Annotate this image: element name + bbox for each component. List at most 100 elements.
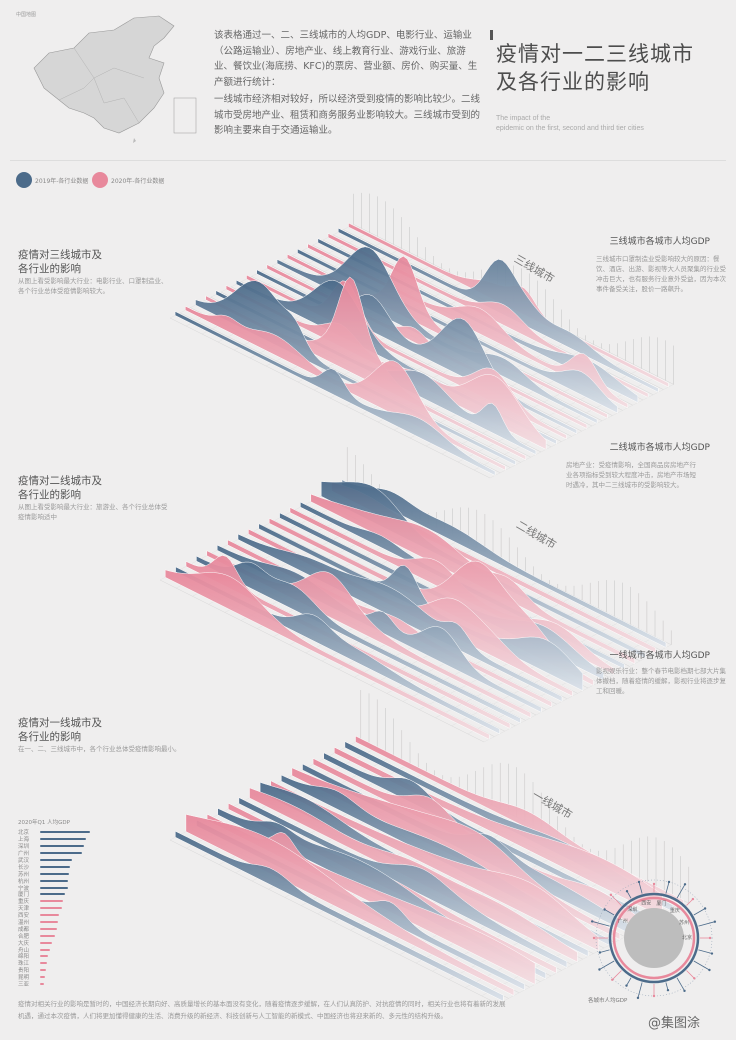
radial-city-label: 北京 <box>682 934 692 941</box>
radial-spike-dot <box>667 880 671 884</box>
radial-spike-dot <box>708 968 711 972</box>
ridge-2019 <box>238 797 568 969</box>
gdp-ranking-city: 宁波 <box>18 885 30 892</box>
legend-label-2020: 2020年-各行业数据 <box>111 177 165 185</box>
first-tier-body: 在一、二、三线城市中，各个行业总体受疫情影响最小。 <box>18 745 181 753</box>
gdp-ranking-city: 三亚 <box>18 982 30 989</box>
third-tier-title: 疫情对三线城市及 各行业的影响 <box>18 248 168 276</box>
gdp-ranking-city: 合肥 <box>18 933 30 940</box>
gdp-ranking-title: 2020年Q1 人均GDP <box>18 820 70 826</box>
gdp-ranking-bar <box>40 941 52 944</box>
radial-spike <box>693 908 706 916</box>
third-tier-gdp-title: 三线城市各城市人均GDP <box>609 237 710 247</box>
radial-pink-ring <box>612 896 696 980</box>
third-tier-gdp-body: 三线城市口罩制造业受影响较大的原因：餐饮、酒店、出游、影视等大人员聚集的行业受冲… <box>596 255 726 293</box>
legend-swatch-blue <box>16 172 32 188</box>
gdp-ranking-row: 西安 <box>18 912 118 919</box>
gdp-ranking-bar <box>40 969 46 972</box>
radial-spike-dot <box>611 978 614 981</box>
gdp-ranking-city: 深圳 <box>18 844 30 851</box>
ridge-2019 <box>196 555 521 724</box>
gdp-ranking-bar <box>40 914 59 917</box>
radial-spike <box>665 982 669 991</box>
radial-spike-dot <box>598 951 602 954</box>
radial-city-label: 重庆 <box>670 907 680 914</box>
gdp-ranking-row: 三亚 <box>18 981 118 988</box>
radial-spike <box>638 881 643 894</box>
china-shape <box>33 15 175 134</box>
gdp-ranking-bar <box>40 976 45 979</box>
ridge-2020 <box>185 813 515 997</box>
grid-line <box>489 384 674 479</box>
radial-city-label: 西安 <box>641 900 651 907</box>
gdp-ranking-city: 杭州 <box>18 878 30 885</box>
gdp-ranking-city: 成都 <box>18 926 30 933</box>
gdp-ranking-city: 厦门 <box>18 892 30 899</box>
page-title: 疫情对一二三线城市 及各行业的影响 <box>496 40 726 96</box>
radial-spike-dot <box>598 968 601 971</box>
page-title-line-1: 疫情对一二三线城市 <box>496 42 694 66</box>
first-tier-title-line-1: 疫情对一线城市及 <box>18 717 102 729</box>
gdp-ranking-row: 昆明 <box>18 974 118 981</box>
gdp-ranking-row: 苏州 <box>18 870 118 878</box>
south-sea-inset <box>173 97 197 134</box>
legend-item-2020: 2020年-各行业数据 <box>92 172 164 188</box>
gdp-ranking-bar <box>40 893 65 896</box>
gdp-ranking-row: 长沙 <box>18 863 118 871</box>
gdp-ranking-row: 天津 <box>18 905 118 912</box>
gdp-ranking-bar <box>40 934 55 937</box>
gdp-ranking-bar <box>40 900 63 903</box>
legend-swatch-pink <box>92 172 108 188</box>
gdp-ranking-city: 西安 <box>18 913 30 920</box>
second-tier-gdp-title: 二线城市各城市人均GDP <box>609 443 710 453</box>
province-lines <box>58 47 145 124</box>
ridge-2019 <box>175 830 504 1002</box>
gdp-ranking-city: 昆明 <box>18 975 30 982</box>
page-subtitle: The impact of the epidemic on the first,… <box>496 114 726 134</box>
radial-spike <box>686 898 694 906</box>
radial-spike <box>611 970 622 981</box>
gdp-ranking-city: 重庆 <box>18 899 30 906</box>
gdp-ranking-bar <box>40 927 57 930</box>
radial-spike-dot <box>652 882 656 886</box>
gdp-ranking-bar <box>40 831 90 834</box>
gdp-ranking: 2020年Q1 人均GDP 北京 上海 深圳 广州 武汉 长沙 苏州 杭州 宁波 厦门 重庆 天津 西安… <box>18 818 118 988</box>
radial-spike-dot <box>637 880 641 884</box>
first-tier-gdp-body: 影视娱乐行业：整个春节电影档期七部大片集体撤档，随着疫情的缓解，影视行业将逐步复… <box>596 667 726 695</box>
gdp-ranking-row: 合肥 <box>18 932 118 940</box>
gdp-ranking-row: 杭州 <box>18 877 118 885</box>
gdp-ranking-city: 珠江 <box>18 961 30 968</box>
gdp-ranking-city: 北京 <box>18 830 30 837</box>
ridge-2019 <box>195 280 516 466</box>
radial-spike <box>626 891 632 899</box>
ridge-2020 <box>164 569 490 740</box>
gdp-ranking-bar <box>40 852 82 855</box>
radial-spike <box>665 881 670 894</box>
second-tier-title-line-1: 疫情对二线城市及 <box>18 475 102 487</box>
gdp-ranking-row: 大庆 <box>18 939 118 947</box>
gdp-ranking-city: 贵阳 <box>18 968 30 975</box>
gdp-ranking-row: 成都 <box>18 925 118 933</box>
gdp-ranking-bar <box>40 859 72 861</box>
second-tier-body: 从图上看受影响最大行业：旅游业、各个行业总体受疫情影响适中 <box>18 503 168 521</box>
second-tier-title: 疫情对二线城市及 各行业的影响 <box>18 474 168 502</box>
page-title-line-2: 及各行业的影响 <box>496 70 650 94</box>
gdp-ranking-bar <box>40 865 70 868</box>
radial-city-label: 苏州 <box>679 919 689 926</box>
radial-spike <box>676 884 686 899</box>
ridge-2019 <box>174 310 496 476</box>
footer-text: 疫情对相关行业的影响是暂时的，中国经济长期向好、高质量增长的基本面没有变化，随着… <box>18 998 648 1022</box>
gdp-ranking-row: 舟山 <box>18 946 118 954</box>
intro-text: 该表格通过一、二、三线城市的人均GDP、电影行业、运输业（公路运输业）、房地产业… <box>214 28 480 141</box>
radial-spike <box>637 982 643 998</box>
radial-caption: 各城市人均GDP <box>588 996 628 1004</box>
radial-spike <box>599 960 615 970</box>
radial-spike-dot <box>708 936 712 940</box>
radial-spike-dot <box>683 883 687 886</box>
radial-spike-dot <box>652 994 656 998</box>
radial-spike <box>604 909 615 916</box>
gdp-ranking-bar <box>40 955 48 958</box>
page-subtitle-line-1: The impact of the <box>496 115 551 122</box>
radial-spike-dot <box>592 936 596 940</box>
